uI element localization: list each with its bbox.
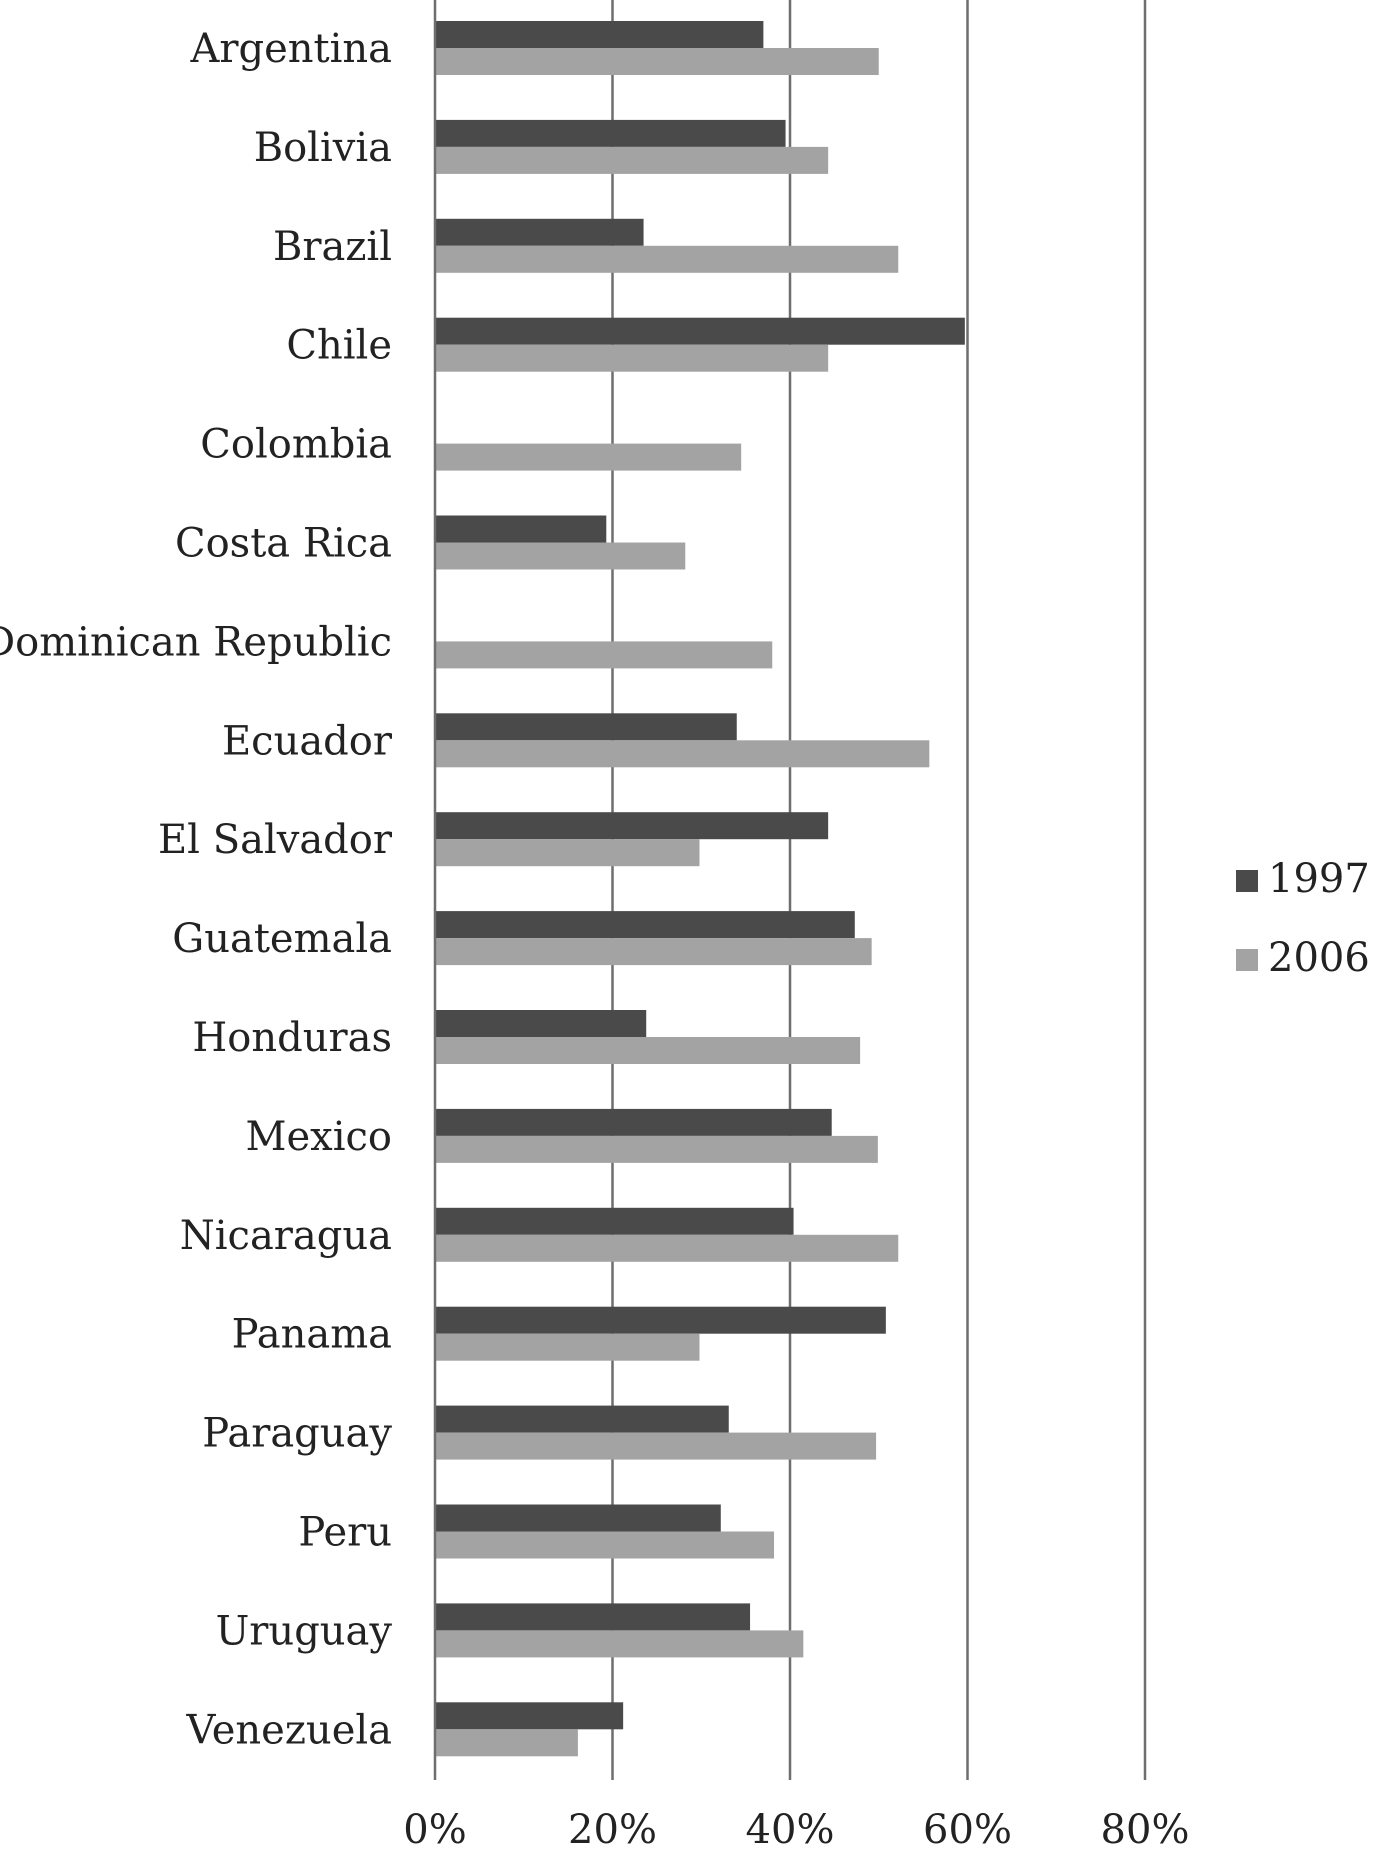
bar-1997-panama	[435, 1306, 886, 1334]
bar-2006-peru	[435, 1531, 775, 1559]
bar-2006-guatemala	[435, 938, 872, 966]
bar-2006-paraguay	[435, 1432, 877, 1460]
x-tick-label: 0%	[403, 1807, 466, 1853]
category-label: Uruguay	[216, 1608, 393, 1654]
bar-1997-uruguay	[435, 1603, 751, 1631]
bar-2006-mexico	[435, 1135, 878, 1163]
bar-1997-chile	[435, 317, 965, 345]
category-label: Argentina	[189, 26, 392, 72]
category-label: Ecuador	[222, 718, 393, 764]
bars	[435, 21, 965, 1757]
bar-2006-argentina	[435, 48, 879, 75]
bar-1997-bolivia	[435, 119, 786, 147]
x-tick-label: 20%	[568, 1807, 657, 1853]
category-label: Mexico	[246, 1114, 392, 1160]
bar-1997-brazil	[435, 218, 644, 246]
bar-1997-guatemala	[435, 911, 855, 939]
bar-2006-dominican-republic	[435, 641, 773, 669]
category-label: Paraguay	[202, 1411, 392, 1457]
bar-1997-nicaragua	[435, 1207, 794, 1235]
legend-swatch-2006	[1236, 949, 1258, 971]
category-label: Costa Rica	[175, 521, 392, 567]
bar-2006-el-salvador	[435, 839, 700, 867]
bar-2006-bolivia	[435, 146, 829, 174]
bar-2006-colombia	[435, 443, 742, 471]
legend: 1997 2006	[1236, 856, 1370, 981]
legend-swatch-1997	[1236, 870, 1258, 892]
bar-1997-ecuador	[435, 713, 737, 741]
category-label: Brazil	[273, 224, 392, 270]
category-label: Dominican Republic	[0, 619, 392, 665]
bar-1997-honduras	[435, 1010, 647, 1037]
bar-2006-honduras	[435, 1037, 861, 1064]
category-label: Guatemala	[172, 916, 392, 962]
category-label: Colombia	[200, 422, 392, 468]
bar-2006-ecuador	[435, 740, 930, 768]
gridlines	[611, 0, 1147, 1780]
x-tick-label: 80%	[1101, 1807, 1190, 1853]
bar-2006-panama	[435, 1333, 700, 1361]
category-labels: Argentina Bolivia Brazil Chile Colombia Costa…	[0, 26, 393, 1753]
bar-2006-venezuela	[435, 1729, 578, 1757]
bar-2006-nicaragua	[435, 1234, 899, 1262]
legend-label-2006: 2006	[1268, 935, 1370, 981]
category-label: Venezuela	[186, 1707, 392, 1753]
bar-1997-paraguay	[435, 1405, 729, 1433]
bar-1997-venezuela	[435, 1702, 624, 1730]
x-tick-label: 60%	[923, 1807, 1012, 1853]
category-label: Panama	[232, 1312, 392, 1358]
legend-label-1997: 1997	[1268, 856, 1370, 902]
bar-2006-brazil	[435, 245, 899, 273]
tick-labels: 0% 20% 40% 60% 80%	[403, 1807, 1189, 1853]
category-label: El Salvador	[158, 817, 393, 863]
bar-1997-peru	[435, 1504, 721, 1532]
category-label: Bolivia	[254, 125, 392, 171]
bar-2006-chile	[435, 344, 829, 372]
bar-2006-uruguay	[435, 1630, 804, 1658]
bar-1997-el-salvador	[435, 812, 829, 840]
bar-1997-costa-rica	[435, 515, 607, 543]
category-label: Honduras	[192, 1015, 392, 1061]
category-label: Peru	[298, 1510, 392, 1556]
bar-1997-argentina	[435, 21, 764, 48]
x-tick-label: 40%	[746, 1807, 835, 1853]
bar-1997-mexico	[435, 1108, 832, 1136]
category-label: Nicaragua	[180, 1213, 392, 1259]
bar-2006-costa-rica	[435, 542, 686, 570]
category-label: Chile	[286, 323, 392, 369]
